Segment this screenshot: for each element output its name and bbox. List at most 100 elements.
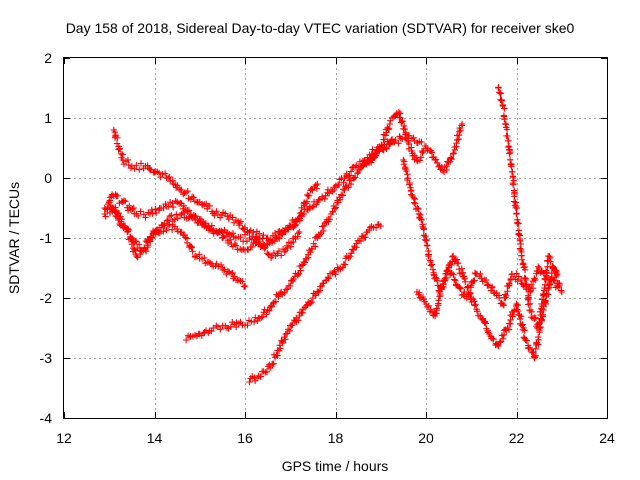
data-point (513, 219, 521, 226)
data-point (448, 156, 455, 163)
data-point (471, 277, 478, 284)
data-point (244, 246, 251, 253)
data-point (385, 126, 392, 133)
data-point (541, 281, 549, 289)
data-point (467, 290, 474, 297)
data-point (506, 281, 513, 289)
data-point (218, 212, 226, 219)
data-point (240, 283, 248, 290)
data-point (235, 276, 243, 284)
data-point (239, 278, 246, 285)
data-point (371, 150, 379, 157)
data-point (213, 208, 220, 215)
data-point (237, 218, 245, 225)
data-point (278, 252, 285, 259)
data-point (422, 232, 429, 240)
data-point (250, 229, 257, 236)
data-point (432, 274, 439, 281)
data-point (423, 237, 430, 244)
y-tick-label: 1 (44, 110, 52, 126)
data-point (229, 214, 236, 221)
data-point (487, 287, 495, 294)
data-point (499, 335, 507, 343)
data-point (359, 162, 366, 170)
data-point (440, 283, 447, 290)
data-point (516, 237, 524, 244)
data-point (296, 228, 303, 236)
data-point (210, 227, 217, 234)
data-point (464, 284, 472, 291)
data-point (253, 234, 260, 241)
data-point (369, 146, 376, 153)
data-point (271, 229, 279, 237)
data-point (438, 284, 446, 291)
data-point (456, 284, 463, 291)
x-tick-label: 14 (147, 430, 163, 446)
data-point (180, 202, 188, 210)
data-point (284, 244, 291, 252)
data-point (160, 204, 167, 212)
data-point (450, 271, 457, 278)
data-point (160, 228, 167, 235)
data-point (182, 336, 190, 344)
data-point (271, 238, 279, 245)
data-point (377, 222, 384, 230)
data-point (185, 214, 192, 222)
data-point (499, 300, 507, 308)
data-point (400, 158, 408, 165)
data-point (174, 182, 181, 189)
data-point (303, 302, 310, 310)
data-point (194, 216, 201, 223)
data-point (331, 205, 338, 212)
data-point (454, 260, 462, 267)
data-point (397, 119, 405, 126)
data-point (161, 170, 169, 177)
data-point (155, 169, 163, 177)
data-point (257, 373, 265, 380)
data-point (392, 136, 399, 144)
data-point (500, 302, 508, 309)
data-point (395, 140, 402, 147)
data-point (482, 320, 489, 327)
data-point (514, 307, 522, 315)
data-point (214, 210, 222, 218)
data-point (347, 253, 354, 260)
data-point (132, 238, 140, 245)
data-point (237, 233, 244, 241)
data-point (395, 108, 403, 116)
data-point (300, 210, 308, 218)
data-point (307, 299, 314, 307)
data-point (243, 238, 251, 245)
data-point (444, 268, 451, 275)
data-point (435, 297, 442, 304)
data-point (201, 254, 208, 262)
data-point (281, 228, 289, 235)
data-point (432, 156, 440, 163)
data-point (312, 292, 319, 299)
data-point (276, 235, 283, 242)
x-tick-label: 12 (56, 430, 72, 446)
data-point (357, 237, 365, 245)
data-point (246, 378, 253, 386)
data-point (171, 216, 178, 223)
data-point (375, 148, 383, 155)
data-point (297, 267, 304, 274)
data-point (384, 124, 391, 132)
data-point (416, 157, 424, 164)
data-point (501, 105, 508, 112)
series-track-b (101, 191, 303, 261)
data-point (296, 217, 304, 224)
data-point (497, 90, 504, 97)
y-tick-label: -1 (40, 230, 53, 246)
data-point (224, 213, 231, 220)
data-point (189, 248, 196, 255)
data-point (495, 342, 502, 350)
y-tick-label: 2 (44, 50, 52, 66)
data-point (241, 231, 249, 238)
data-point (321, 195, 328, 203)
x-tick-label: 18 (328, 430, 344, 446)
data-point (526, 288, 534, 296)
data-point (149, 210, 156, 217)
data-point (206, 202, 213, 210)
